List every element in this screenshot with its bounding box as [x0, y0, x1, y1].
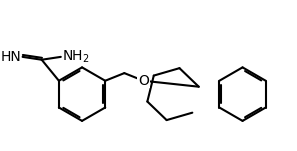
Text: NH$_2$: NH$_2$ [62, 49, 89, 65]
Text: O: O [138, 74, 149, 88]
Text: HN: HN [1, 50, 22, 64]
